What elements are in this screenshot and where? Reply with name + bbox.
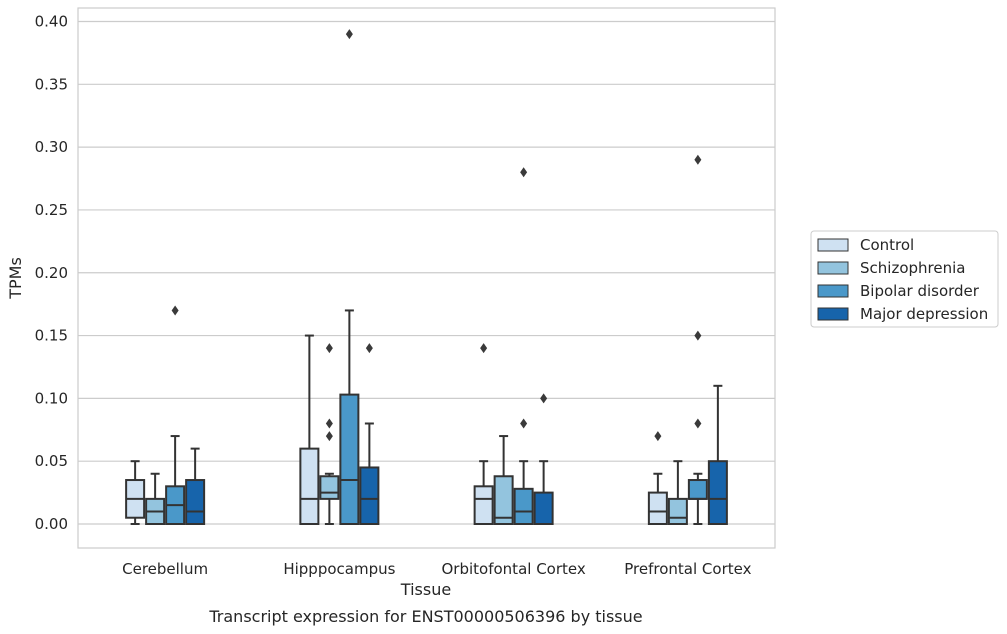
- box-control: [473, 343, 494, 525]
- y-tick-label: 0.35: [35, 75, 68, 93]
- legend-label: Bipolar disorder: [860, 282, 980, 300]
- outlier-point: [325, 431, 333, 442]
- outlier-point: [540, 393, 548, 404]
- gridlines: [78, 20, 775, 525]
- outlier-point: [480, 343, 488, 354]
- legend-frame: [810, 230, 999, 328]
- box-bipolar-disorder: [513, 167, 534, 526]
- outlier-point: [694, 154, 702, 165]
- y-tick-label: 0.20: [35, 264, 68, 282]
- x-tick-label: Hipppocampus: [283, 560, 395, 578]
- box-iqr: [185, 479, 206, 525]
- legend: Control Schizophrenia Bipolar disorder Majo…: [810, 230, 999, 328]
- outlier-point: [171, 305, 179, 316]
- box-iqr: [687, 479, 708, 500]
- x-axis-title: Tissue: [400, 580, 451, 599]
- box-iqr: [513, 487, 534, 526]
- box-bipolar-disorder: [687, 154, 708, 525]
- y-tick-label: 0.10: [35, 389, 68, 407]
- y-axis-title: TPMs: [6, 257, 25, 300]
- box-bipolar-disorder: [339, 29, 360, 526]
- outlier-point: [325, 343, 333, 354]
- legend-swatch: [817, 307, 849, 321]
- box-iqr: [339, 393, 360, 526]
- y-tick-label: 0.00: [35, 515, 68, 533]
- box-iqr: [647, 491, 668, 525]
- box-schizophrenia: [319, 343, 340, 525]
- y-tick-label: 0.30: [35, 138, 68, 156]
- box-control: [125, 460, 146, 525]
- box-iqr: [359, 466, 380, 525]
- box-bipolar-disorder: [165, 305, 186, 525]
- outlier-point: [520, 167, 528, 178]
- outlier-point: [365, 343, 373, 354]
- box-iqr: [493, 475, 514, 526]
- legend-items: Control Schizophrenia Bipolar disorder Majo…: [817, 236, 988, 323]
- box-schizophrenia: [493, 435, 514, 526]
- x-tick-label: Cerebellum: [122, 560, 208, 578]
- box-iqr: [533, 491, 554, 525]
- box-major-depression: [707, 384, 728, 525]
- box-iqr: [667, 497, 688, 525]
- y-tick-labels: 0.00 0.05 0.10 0.15 0.20 0.25 0.30 0.35 0.40: [35, 13, 68, 534]
- outlier-point: [654, 431, 662, 442]
- box-schizophrenia: [145, 472, 166, 525]
- outlier-point: [520, 418, 528, 429]
- plot-frame: [77, 7, 776, 549]
- y-tick-label: 0.15: [35, 327, 68, 345]
- legend-swatch: [817, 238, 849, 252]
- box-iqr: [319, 475, 340, 500]
- x-tick-labels: Cerebellum Hipppocampus Orbitofontal Corte…: [122, 560, 751, 578]
- box-control: [299, 334, 320, 525]
- outlier-point: [694, 330, 702, 341]
- box-schizophrenia: [667, 460, 688, 525]
- legend-label: Schizophrenia: [860, 259, 965, 277]
- x-tick-label: Orbitofontal Cortex: [442, 560, 586, 578]
- legend-swatch: [817, 284, 849, 298]
- box-major-depression: [533, 393, 554, 525]
- box-iqr: [707, 460, 728, 525]
- box-layer: [125, 29, 728, 526]
- x-tick-label: Prefrontal Cortex: [624, 560, 751, 578]
- box-iqr: [299, 447, 320, 525]
- chart-caption: Transcript expression for ENST0000050639…: [208, 607, 642, 626]
- legend-label: Major depression: [860, 305, 988, 323]
- outlier-point: [345, 29, 353, 40]
- box-major-depression: [359, 343, 380, 525]
- legend-label: Control: [860, 236, 914, 254]
- box-control: [647, 431, 668, 525]
- box-iqr: [473, 485, 494, 525]
- y-tick-label: 0.05: [35, 452, 68, 470]
- outlier-point: [694, 418, 702, 429]
- box-major-depression: [185, 447, 206, 525]
- legend-swatch: [817, 261, 849, 275]
- y-tick-label: 0.40: [35, 13, 68, 31]
- y-tick-label: 0.25: [35, 201, 68, 219]
- outlier-point: [325, 418, 333, 429]
